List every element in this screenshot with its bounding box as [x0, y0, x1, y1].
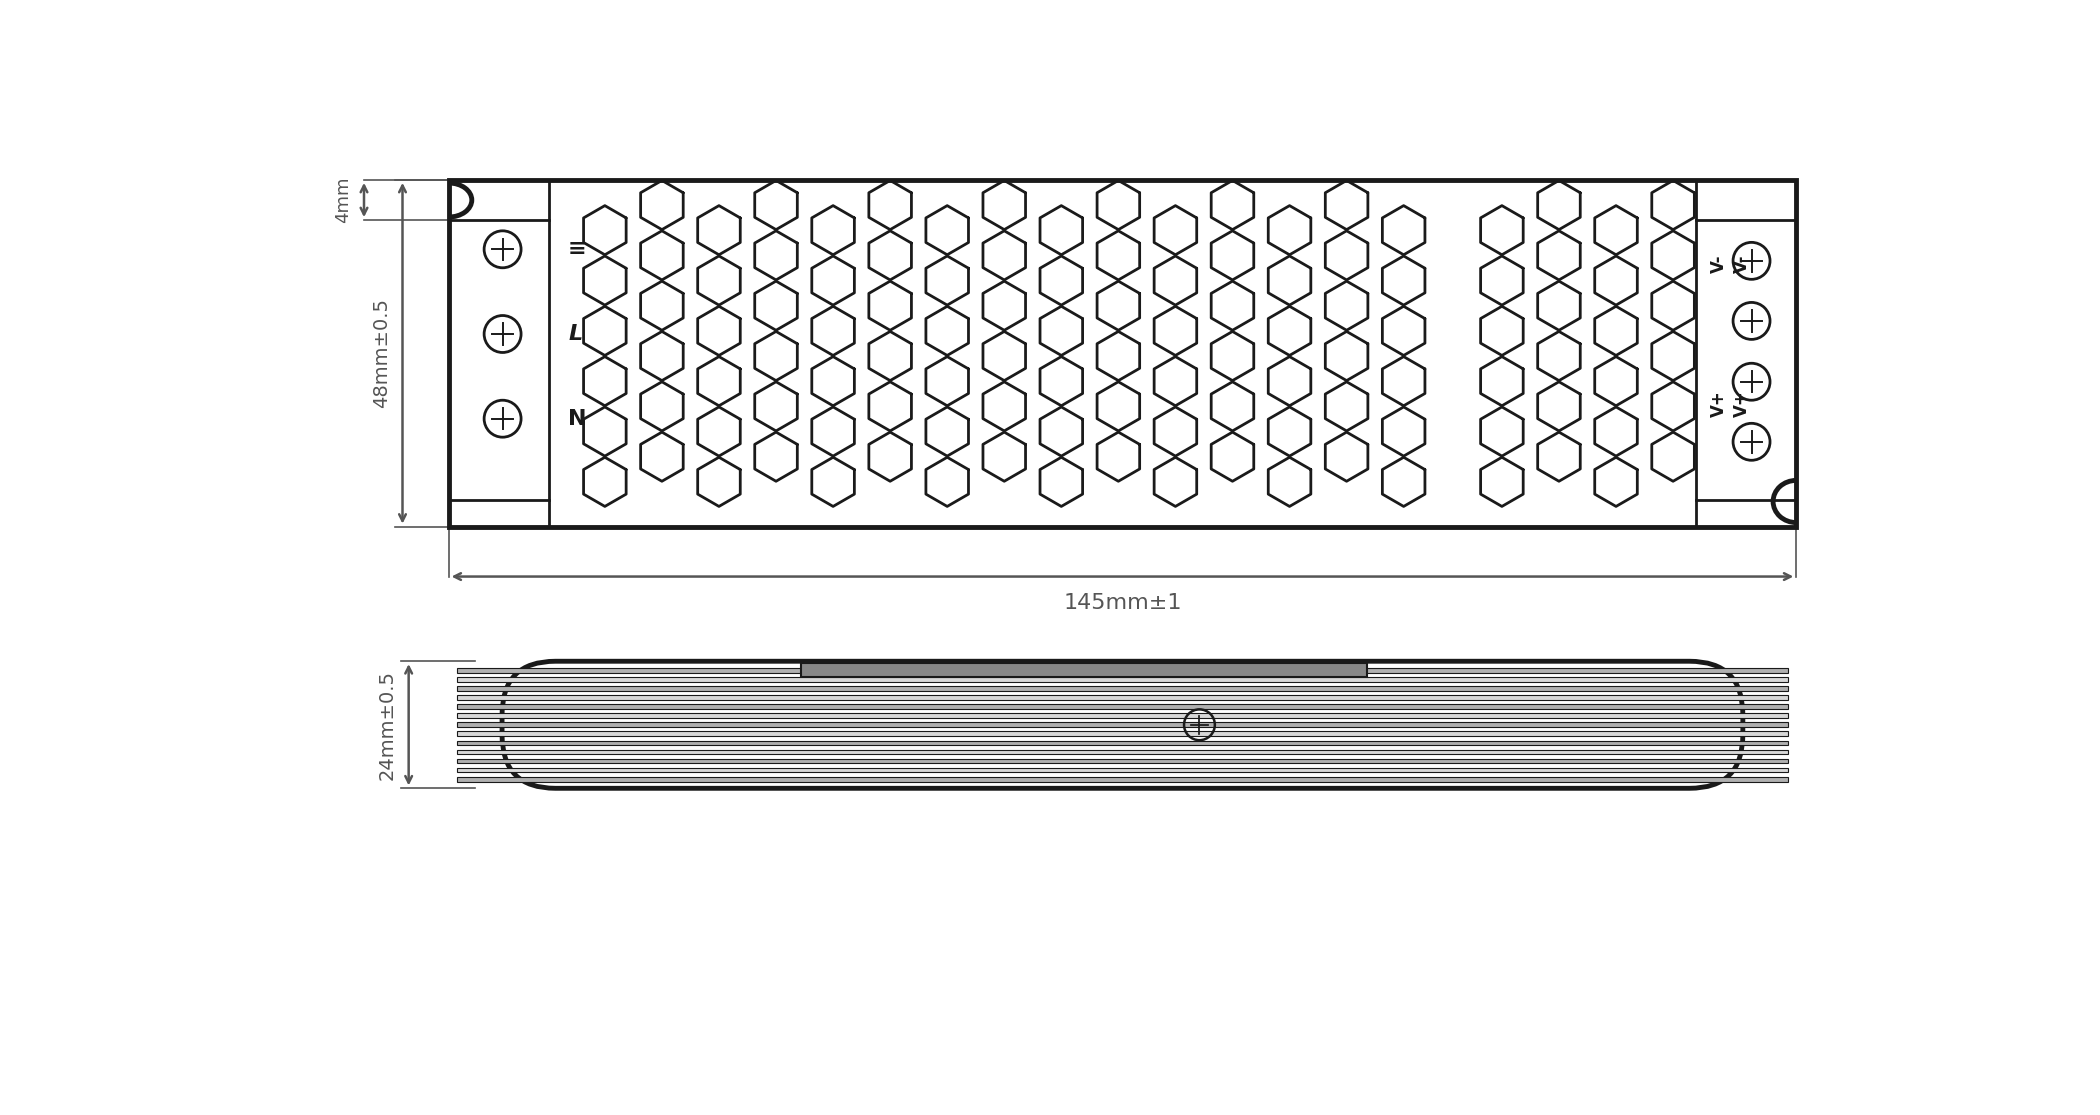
- Text: V-: V-: [1732, 254, 1751, 273]
- Text: N: N: [567, 409, 586, 428]
- Text: 4mm: 4mm: [334, 177, 353, 223]
- Text: 145mm±1: 145mm±1: [1063, 593, 1182, 613]
- Bar: [456, 705, 1789, 709]
- Bar: [456, 677, 1789, 681]
- Bar: [456, 668, 1789, 672]
- Text: V+: V+: [1709, 390, 1728, 417]
- Bar: [456, 758, 1789, 764]
- Text: 24mm±0.5: 24mm±0.5: [378, 670, 397, 779]
- Bar: [456, 740, 1789, 745]
- Bar: [800, 662, 1367, 677]
- Bar: [456, 696, 1789, 700]
- Bar: [456, 686, 1789, 691]
- Text: L: L: [567, 324, 582, 345]
- Bar: [456, 731, 1789, 736]
- Text: V-: V-: [1709, 254, 1728, 273]
- Bar: [456, 723, 1789, 727]
- Bar: [449, 180, 1796, 526]
- Bar: [456, 749, 1789, 755]
- Text: 48mm±0.5: 48mm±0.5: [372, 298, 391, 408]
- Bar: [456, 768, 1789, 773]
- Bar: [456, 714, 1789, 718]
- FancyBboxPatch shape: [502, 661, 1743, 788]
- Bar: [456, 777, 1789, 782]
- Text: V+: V+: [1732, 390, 1751, 417]
- Text: ≡: ≡: [567, 240, 586, 260]
